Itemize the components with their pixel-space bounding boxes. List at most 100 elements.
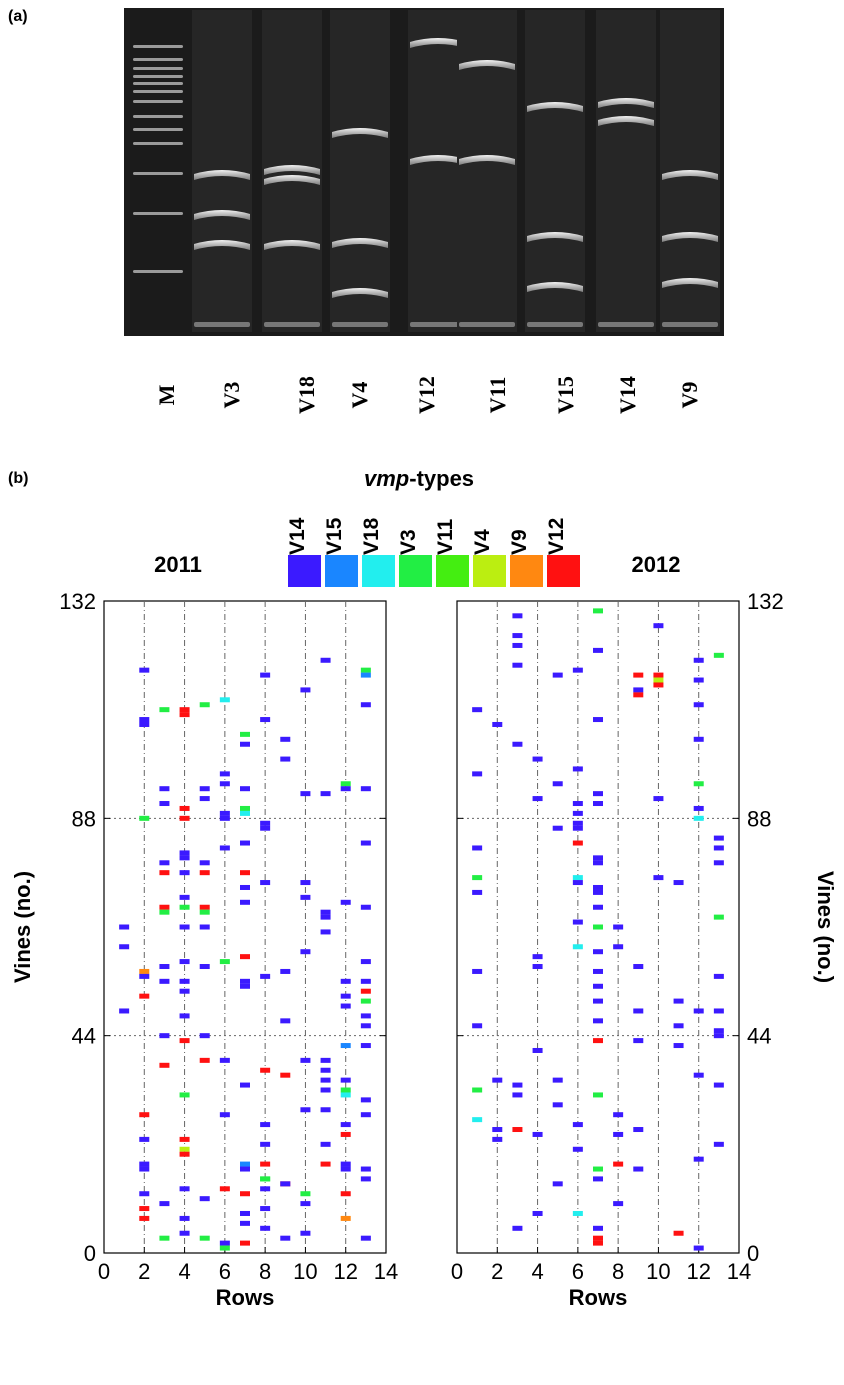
- ladder-band: [133, 58, 183, 61]
- plot-2011: 0 2 4 6 8 10 12 14 0 44 88 132 Rows Vines (no.) 2011: [10, 552, 398, 1310]
- legend-label: V11: [434, 518, 457, 555]
- data-point: [139, 993, 150, 999]
- data-point: [139, 973, 150, 979]
- data-point: [179, 978, 190, 984]
- x-tick-label: 4: [178, 1259, 190, 1284]
- data-point: [240, 899, 250, 905]
- data-point: [199, 796, 210, 802]
- data-point: [139, 815, 150, 821]
- legend-swatch: [473, 555, 506, 587]
- data-point: [320, 1057, 331, 1063]
- data-point: [219, 1245, 230, 1251]
- x-tick-label: 6: [572, 1259, 584, 1284]
- data-point: [199, 924, 210, 930]
- x-tick-label: 6: [219, 1259, 231, 1284]
- data-point: [593, 860, 603, 866]
- lane-label-M: M: [154, 384, 179, 406]
- data-point: [613, 1201, 624, 1207]
- data-point: [713, 1028, 724, 1034]
- data-point: [159, 1033, 170, 1039]
- gel-bottom-band: [598, 322, 654, 327]
- gel-band: [459, 60, 515, 70]
- data-point: [572, 840, 583, 846]
- data-point: [613, 1131, 624, 1137]
- lane-label-V12: V12: [414, 376, 439, 414]
- data-point: [179, 1136, 190, 1142]
- data-point: [593, 647, 603, 653]
- data-point: [119, 1008, 130, 1014]
- data-point: [360, 1023, 371, 1029]
- lane-label-V18: V18: [294, 376, 319, 414]
- gel-image: [124, 8, 724, 336]
- legend-title: vmp-types: [364, 466, 474, 492]
- gel-band: [662, 170, 718, 180]
- data-point: [159, 870, 170, 876]
- data-point: [552, 672, 563, 678]
- data-point: [320, 914, 331, 920]
- data-point: [240, 1210, 250, 1216]
- data-point: [472, 845, 483, 851]
- data-point: [693, 702, 704, 708]
- data-point: [713, 973, 724, 979]
- data-point: [139, 1161, 150, 1167]
- data-point: [320, 929, 331, 935]
- legend-swatch: [362, 555, 395, 587]
- y-tick-label: 44: [747, 1024, 771, 1049]
- data-point: [633, 687, 644, 693]
- data-point: [300, 1191, 311, 1197]
- data-point: [593, 884, 603, 890]
- data-point: [320, 791, 331, 797]
- data-point: [472, 875, 483, 881]
- data-point: [199, 909, 210, 915]
- data-point: [512, 633, 523, 639]
- data-point: [593, 904, 603, 910]
- data-point: [593, 924, 603, 930]
- data-point: [159, 1062, 170, 1068]
- x-tick-label: 2: [491, 1259, 503, 1284]
- x-tick-label: 10: [293, 1259, 317, 1284]
- data-point: [512, 1225, 523, 1231]
- data-point: [360, 1013, 371, 1019]
- data-point: [240, 786, 250, 792]
- data-point: [693, 1008, 704, 1014]
- data-point: [613, 944, 624, 950]
- data-point: [300, 949, 311, 955]
- legend-swatch: [399, 555, 432, 587]
- data-point: [360, 1176, 371, 1182]
- data-point: [260, 1186, 271, 1192]
- data-point: [320, 1077, 331, 1083]
- data-point: [240, 840, 250, 846]
- data-point: [260, 1206, 271, 1212]
- data-point: [340, 993, 351, 999]
- data-point: [260, 1161, 271, 1167]
- panel-a-label: (a): [8, 8, 28, 25]
- scatter-figure: V14 V15 V18 V3 V11 V4 V9 V12 0 2 4 6 8 10 12 140448813…: [10, 517, 838, 1310]
- data-point: [179, 894, 190, 900]
- data-point: [593, 1038, 603, 1044]
- data-point: [280, 1235, 291, 1241]
- gel-band: [598, 116, 654, 126]
- data-point: [572, 810, 583, 816]
- data-point: [532, 796, 543, 802]
- data-point: [593, 1018, 603, 1024]
- data-point: [552, 1181, 563, 1187]
- data-point: [552, 781, 563, 787]
- data-point: [593, 791, 603, 797]
- legend-swatch: [436, 555, 469, 587]
- data-point: [572, 825, 583, 831]
- x-tick-label: 12: [686, 1259, 710, 1284]
- data-point: [179, 1215, 190, 1221]
- y-tick-label: 88: [72, 806, 96, 831]
- x-tick-label: 4: [531, 1259, 543, 1284]
- gel-bottom-band: [459, 322, 515, 327]
- x-tick-label: 0: [451, 1259, 463, 1284]
- data-point: [159, 1235, 170, 1241]
- data-point: [340, 786, 351, 792]
- data-point: [360, 978, 371, 984]
- legend: V14 V15 V18 V3 V11 V4 V9 V12: [286, 517, 580, 587]
- gel-band: [194, 240, 250, 250]
- data-point: [119, 924, 130, 930]
- data-point: [300, 1107, 311, 1113]
- data-point: [693, 1156, 704, 1162]
- data-point: [260, 672, 271, 678]
